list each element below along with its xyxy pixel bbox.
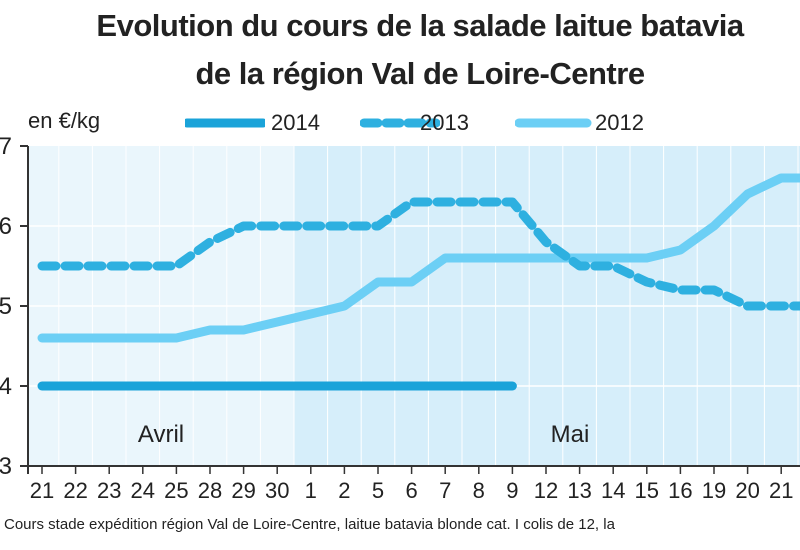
x-tick-label: 15 — [635, 478, 659, 503]
x-tick-label: 6 — [405, 478, 417, 503]
legend-swatch-2013 — [360, 118, 440, 128]
footnote: Cours stade expédition région Val de Loi… — [4, 516, 615, 533]
x-tick-label: 14 — [601, 478, 625, 503]
x-tick-label: 28 — [198, 478, 222, 503]
x-tick-label: 12 — [534, 478, 558, 503]
x-tick-label: 13 — [567, 478, 591, 503]
y-tick-label: 3 — [0, 453, 12, 480]
x-tick-label: 25 — [164, 478, 188, 503]
x-tick-label: 9 — [506, 478, 518, 503]
legend-label-2013: 2013 — [420, 110, 469, 135]
x-tick-label: 20 — [735, 478, 759, 503]
x-tick-label: 22 — [63, 478, 87, 503]
series-line-2012 — [37, 173, 800, 343]
y-tick-label: 4 — [0, 373, 12, 400]
y-tick-label: 5 — [0, 293, 12, 320]
y-tick-label: 7 — [0, 133, 12, 160]
x-tick-label: 23 — [97, 478, 121, 503]
x-tick-label: 2 — [338, 478, 350, 503]
x-tick-label: 5 — [372, 478, 384, 503]
period-label-avril: Avril — [138, 421, 184, 448]
x-tick-label: 16 — [668, 478, 692, 503]
x-tick-label: 7 — [439, 478, 451, 503]
chart-title-line-2: de la région Val de Loire-Centre — [195, 56, 645, 91]
x-tick-label: 8 — [473, 478, 485, 503]
period-label-mai: Mai — [551, 421, 590, 448]
x-tick-label: 1 — [305, 478, 317, 503]
legend-swatch-2014 — [185, 118, 265, 128]
y-axis-unit-label: en €/kg — [28, 108, 101, 133]
x-tick-label: 19 — [702, 478, 726, 503]
x-tick-label: 29 — [231, 478, 255, 503]
legend-label-2014: 2014 — [271, 110, 320, 135]
x-tick-label: 30 — [265, 478, 289, 503]
series-line-2013 — [37, 197, 800, 311]
x-tick-label: 21 — [769, 478, 793, 503]
x-tick-label: 21 — [30, 478, 54, 503]
legend-swatch-2012 — [515, 118, 592, 128]
legend-label-2012: 2012 — [595, 110, 644, 135]
x-tick-label: 24 — [131, 478, 155, 503]
y-tick-label: 6 — [0, 213, 12, 240]
chart-title-line-1: Evolution du cours de la salade laitue b… — [96, 8, 744, 43]
